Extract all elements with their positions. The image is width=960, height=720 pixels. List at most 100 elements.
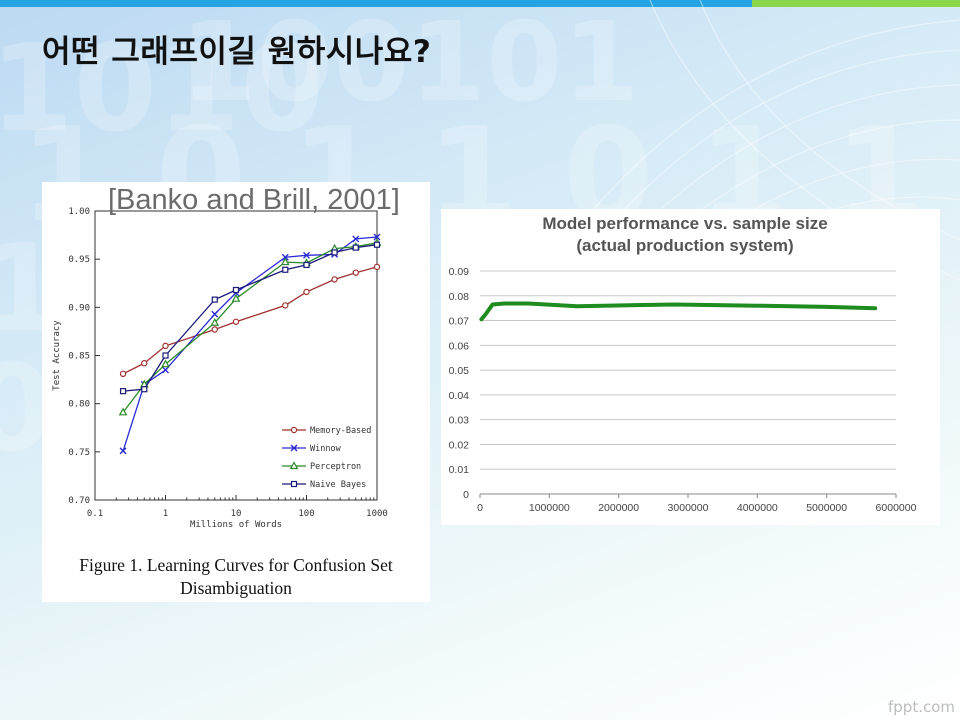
y-tick-label: 0.04 [449, 390, 470, 402]
data-point-memory-based [303, 288, 310, 296]
svg-text:100101: 100101 [180, 0, 639, 126]
y-tick-label: 0.02 [449, 439, 470, 451]
legend-label: Winnow [310, 444, 342, 454]
y-tick-label: 0.05 [449, 365, 470, 377]
data-point-memory-based [373, 263, 381, 271]
data-point-naive-bayes [352, 244, 359, 251]
x-tick-label: 5000000 [806, 502, 847, 514]
y-tick-label: 0.09 [449, 266, 470, 278]
data-point-memory-based [232, 318, 240, 325]
figure-caption-line-1: Figure 1. Learning Curves for Confusion … [79, 555, 393, 575]
legend: Memory-Based Winnow Perceptron Naive Bayes [282, 426, 371, 490]
y-tick-label: 0 [463, 489, 469, 501]
data-point-winnow [373, 233, 381, 241]
data-point-winnow [119, 447, 127, 455]
slide-title: 어떤 그래프이길 원하시나요? [42, 34, 432, 70]
y-tick-label: 0.95 [68, 255, 90, 265]
data-point-naive-bayes [232, 286, 240, 294]
footer-brand: fppt.com [888, 698, 956, 716]
data-point-perceptron [231, 293, 241, 302]
x-tick-label: 100 [298, 509, 314, 519]
figure-caption: Figure 1. Learning Curves for Confusion … [42, 554, 430, 600]
y-tick-label: 0.85 [68, 352, 90, 362]
top-accent-bar-green [752, 0, 960, 7]
y-tick-label: 0.90 [68, 303, 90, 313]
y-tick-label: 0.01 [449, 464, 470, 476]
series-line-perceptron [122, 242, 378, 413]
data-point-naive-bayes [303, 261, 310, 269]
chart-title-line-1: Model performance vs. sample size [542, 214, 827, 233]
data-point-naive-bayes [373, 241, 381, 248]
data-point-winnow [303, 251, 310, 259]
legend-item-winnow: Winnow [282, 444, 342, 454]
model-performance-panel [441, 209, 940, 525]
x-tick-label: 1000000 [529, 502, 570, 514]
background-curves [559, 0, 960, 301]
data-point-memory-based [211, 326, 218, 333]
legend-marker [290, 480, 298, 488]
y-tick-label: 1.00 [68, 207, 90, 217]
legend-marker [290, 444, 298, 452]
data-point-winnow [352, 235, 360, 243]
data-point-perceptron [210, 318, 220, 326]
learning-curves-panel [42, 182, 430, 602]
y-tick-label: 0.06 [449, 340, 470, 352]
chart-title-line-2: (actual production system) [576, 236, 793, 255]
data-point-perceptron [280, 257, 290, 266]
data-point-naive-bayes [211, 296, 218, 303]
x-tick-label: 10 [231, 509, 242, 519]
svg-text:1010: 1010 [0, 20, 324, 159]
data-point-memory-based [282, 302, 289, 309]
y-tick-label: 0.75 [68, 448, 90, 458]
series-naive-bayes [119, 241, 381, 395]
y-axis-label: Test Accuracy [52, 320, 62, 391]
x-axis-label: Millions of Words [190, 520, 282, 530]
data-point-winnow [281, 253, 289, 261]
data-point-perceptron [161, 359, 170, 368]
series-line-1 [479, 301, 878, 322]
x-tick-label: 1 [163, 509, 168, 519]
model-performance-chart: Model performance vs. sample size (actual… [449, 214, 917, 514]
x-tick-label: 2000000 [598, 502, 639, 514]
series-memory-based [119, 263, 381, 378]
series-line-winnow [122, 236, 378, 452]
y-tick-label: 0.03 [449, 415, 470, 427]
data-point-naive-bayes [282, 266, 289, 273]
legend-item-perceptron: Perceptron [282, 461, 361, 472]
x-tick-label: 4000000 [737, 502, 778, 514]
figure-caption-line-2: Disambiguation [180, 578, 292, 598]
data-point-winnow [162, 366, 169, 374]
legend-item-memory-based: Memory-Based [282, 426, 371, 436]
data-point-naive-bayes [119, 388, 127, 395]
data-point-memory-based [352, 269, 359, 276]
legend-item-naive-bayes: Naive Bayes [282, 480, 366, 490]
legend-label: Naive Bayes [310, 480, 366, 490]
x-tick-label: 6000000 [876, 502, 917, 514]
series-winnow [119, 233, 381, 455]
citation: [Banko and Brill, 2001] [108, 184, 400, 216]
data-point-memory-based [331, 276, 338, 283]
y-tick-label: 0.07 [449, 316, 470, 328]
legend-marker [289, 461, 299, 470]
data-point-naive-bayes [141, 386, 148, 393]
top-accent-bar-blue [0, 0, 752, 7]
x-tick-label: 1000 [366, 509, 388, 519]
y-tick-label: 0.08 [449, 291, 470, 303]
legend-label: Memory-Based [310, 426, 371, 436]
top-accent-bar [0, 0, 960, 7]
y-tick-label: 0.80 [68, 400, 90, 410]
x-tick-label: 0 [477, 502, 483, 514]
y-tick-label: 0.70 [68, 496, 90, 506]
series-perceptron [118, 238, 382, 416]
data-point-naive-bayes [162, 352, 169, 359]
legend-marker [290, 426, 298, 434]
data-point-winnow [211, 310, 219, 318]
data-point-memory-based [119, 370, 127, 378]
x-tick-label: 3000000 [668, 502, 709, 514]
data-point-memory-based [162, 342, 169, 350]
series-line-naive-bayes [123, 244, 378, 392]
data-point-naive-bayes [331, 249, 338, 256]
learning-curves-chart: 0.1 1 10 100 1000 0.70 0.75 0.80 0.85 0.90 0.95 1.0… [52, 207, 388, 530]
data-point-memory-based [141, 360, 148, 367]
